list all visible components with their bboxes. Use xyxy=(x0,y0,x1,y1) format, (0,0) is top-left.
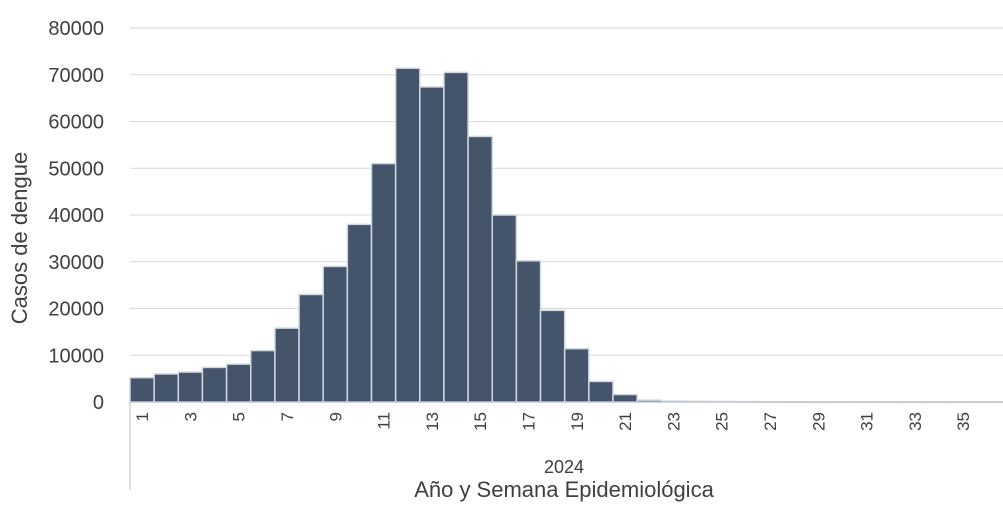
x-tick-label: 5 xyxy=(230,412,249,421)
bar-week-9 xyxy=(322,265,349,403)
x-tick-label: 17 xyxy=(519,412,538,431)
bar-week-12 xyxy=(394,67,421,403)
x-tick-label: 31 xyxy=(858,412,877,431)
x-tick-label: 19 xyxy=(568,412,587,431)
x-tick-label: 33 xyxy=(906,412,925,431)
bar-week-6 xyxy=(249,349,276,403)
y-axis-ticks: 0 10000 20000 30000 40000 50000 60000 70000 8000… xyxy=(48,18,104,414)
x-tick-label: 9 xyxy=(326,412,345,421)
bar-week-15 xyxy=(467,135,493,403)
x-tick-label: 7 xyxy=(278,412,297,421)
bar-week-20 xyxy=(588,380,614,403)
x-tick-label: 11 xyxy=(375,412,394,430)
y-axis-title: Casos de dengue xyxy=(7,152,32,324)
x-tick-label: 35 xyxy=(954,412,973,431)
bar-week-2 xyxy=(153,373,180,403)
y-tick-label: 40000 xyxy=(48,205,104,227)
x-tick-label: 1 xyxy=(133,412,152,421)
bar-week-8 xyxy=(298,293,324,403)
x-tick-label: 21 xyxy=(616,412,635,431)
bar-week-11 xyxy=(370,162,397,403)
bar-week-14 xyxy=(443,71,469,403)
bar-week-3 xyxy=(177,371,204,403)
bars xyxy=(129,67,1003,404)
y-tick-label: 30000 xyxy=(48,252,104,274)
bar-week-4 xyxy=(201,366,228,403)
gridlines xyxy=(130,27,1003,356)
x-tick-label: 29 xyxy=(809,412,828,431)
x-tick-label: 13 xyxy=(423,412,442,431)
bar-week-18 xyxy=(539,309,566,403)
y-tick-label: 20000 xyxy=(48,299,104,321)
y-tick-label: 80000 xyxy=(48,18,104,40)
x-tick-label: 23 xyxy=(664,412,683,431)
x-axis-ticks: 135791113151719212325272931333537 xyxy=(133,412,1003,431)
y-tick-label: 60000 xyxy=(48,112,104,134)
x-tick-label: 3 xyxy=(181,412,200,421)
y-tick-label: 70000 xyxy=(48,65,104,87)
bar-week-19 xyxy=(563,347,590,403)
x-tick-label: 27 xyxy=(761,412,780,431)
bar-week-21 xyxy=(612,393,638,403)
y-tick-label: 10000 xyxy=(48,345,104,367)
y-tick-label: 50000 xyxy=(48,158,104,180)
bar-week-10 xyxy=(346,223,373,403)
bar-week-7 xyxy=(274,327,300,403)
x-tick-label: 25 xyxy=(713,412,732,431)
year-group-label: 2024 xyxy=(544,457,584,477)
x-axis-title: Año y Semana Epidemiológica xyxy=(414,477,714,502)
y-tick-label: 0 xyxy=(93,392,104,414)
x-tick-label: 15 xyxy=(471,412,490,431)
bar-week-13 xyxy=(419,86,445,403)
bar-week-1 xyxy=(129,376,155,403)
bar-week-17 xyxy=(515,260,542,403)
bar-week-5 xyxy=(225,363,252,403)
bar-week-16 xyxy=(491,214,518,403)
